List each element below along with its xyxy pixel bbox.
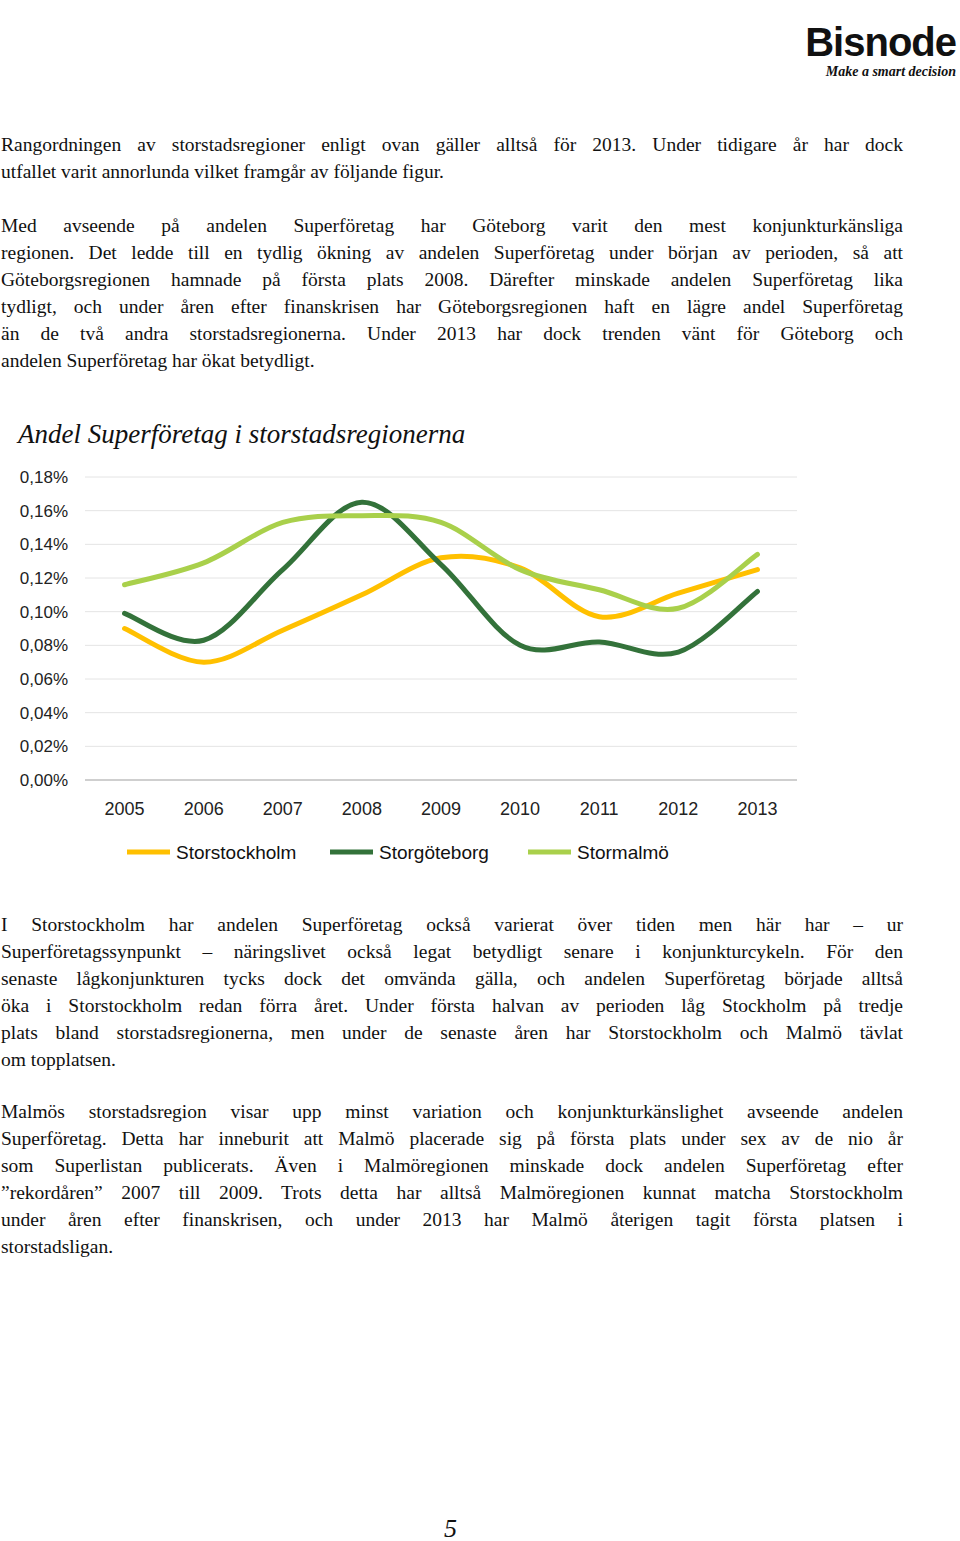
x-tick-label: 2011 xyxy=(580,799,619,819)
legend-swatch xyxy=(127,850,170,855)
text-line: Rangordningen av storstadsregioner enlig… xyxy=(1,132,903,158)
y-tick-label: 0,10% xyxy=(20,603,68,622)
x-tick-label: 2013 xyxy=(737,799,777,819)
text-line: regionen. Det ledde till en tydlig öknin… xyxy=(1,240,903,266)
legend-label: Storstockholm xyxy=(176,842,296,863)
text-line: öka i Storstockholm redan förra året. Un… xyxy=(1,993,903,1019)
x-tick-label: 2010 xyxy=(500,799,540,819)
text-line: Superföretag. Detta har inneburit att Ma… xyxy=(1,1126,903,1152)
y-tick-label: 0,12% xyxy=(20,569,68,588)
text-line: ”rekordåren” 2007 till 2009. Trots detta… xyxy=(1,1180,903,1206)
x-tick-label: 2005 xyxy=(105,799,145,819)
series-line xyxy=(125,502,758,654)
grid-line xyxy=(85,746,797,747)
text-line: andelen Superföretag har ökat betydligt. xyxy=(1,348,903,374)
grid-line xyxy=(85,477,797,478)
legend-label: Storgöteborg xyxy=(379,842,489,863)
text-line: som Superlistan publicerats. Även i Malm… xyxy=(1,1153,903,1179)
grid-line xyxy=(85,611,797,612)
x-tick-label: 2012 xyxy=(658,799,698,819)
text-line: tydligt, och under åren efter finanskris… xyxy=(1,294,903,320)
x-tick-label: 2009 xyxy=(421,799,461,819)
text-line: senaste lågkonjunkturen tycks dock det o… xyxy=(1,966,903,992)
page: BisnodeMake a smart decision Rangordninge… xyxy=(0,0,960,1541)
grid-line xyxy=(85,780,797,781)
y-tick-label: 0,16% xyxy=(20,502,68,521)
legend-label: Stormalmö xyxy=(577,842,669,863)
plot-area xyxy=(125,502,758,662)
text-line: Med avseende på andelen Superföretag har… xyxy=(1,213,903,239)
y-tick-label: 0,08% xyxy=(20,636,68,655)
text-line: än de två andra storstadsregionerna. Und… xyxy=(1,321,903,347)
grid-line xyxy=(85,510,797,511)
y-tick-label: 0,02% xyxy=(20,737,68,756)
y-tick-label: 0,04% xyxy=(20,704,68,723)
y-tick-label: 0,00% xyxy=(20,771,68,790)
text-line: plats bland storstadsregionerna, men und… xyxy=(1,1020,903,1046)
grid-line xyxy=(85,712,797,713)
chart-title: Andel Superföretag i storstadsregionerna xyxy=(16,419,465,449)
text-line: Superföretagssynpunkt – näringslivet ock… xyxy=(1,939,903,965)
text-line: under åren efter finanskrisen, och under… xyxy=(1,1207,903,1233)
x-tick-label: 2008 xyxy=(342,799,382,819)
x-axis xyxy=(85,780,797,781)
logo: Bisnode xyxy=(805,20,956,65)
text-line: om topplatsen. xyxy=(1,1047,903,1073)
text-line: I Storstockholm har andelen Superföretag… xyxy=(1,912,903,938)
legend-swatch xyxy=(330,850,373,855)
y-tick-label: 0,18% xyxy=(20,468,68,487)
logo-tagline: Make a smart decision xyxy=(826,64,956,80)
x-tick-label: 2006 xyxy=(184,799,224,819)
text-line: utfallet varit annorlunda vilket framgår… xyxy=(1,159,903,185)
page-number: 5 xyxy=(444,1514,457,1541)
grid-line xyxy=(85,578,797,579)
text-line: Malmös storstadsregion visar upp minst v… xyxy=(1,1099,903,1125)
x-tick-label: 2007 xyxy=(263,799,303,819)
y-tick-label: 0,06% xyxy=(20,670,68,689)
grid-line xyxy=(85,679,797,680)
y-tick-label: 0,14% xyxy=(20,535,68,554)
text-line: Göteborgsregionen hamnade på första plat… xyxy=(1,267,903,293)
series-line xyxy=(125,515,758,609)
legend-swatch xyxy=(528,850,571,855)
grid-line xyxy=(85,544,797,545)
text-line: storstadsligan. xyxy=(1,1234,903,1260)
chart: Andel Superföretag i storstadsregionerna… xyxy=(0,0,960,900)
